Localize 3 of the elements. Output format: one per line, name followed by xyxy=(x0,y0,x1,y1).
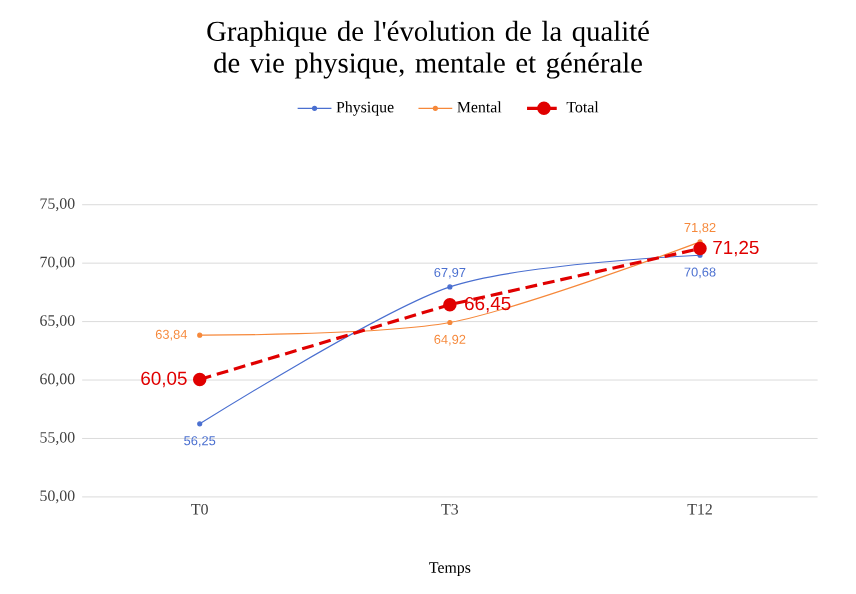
data-label: 60,05 xyxy=(141,371,187,388)
data-label: 71,25 xyxy=(713,240,759,257)
chart-title: Graphique de l'évolution de la qualité de vie physique, mentale et générale xyxy=(207,20,649,79)
